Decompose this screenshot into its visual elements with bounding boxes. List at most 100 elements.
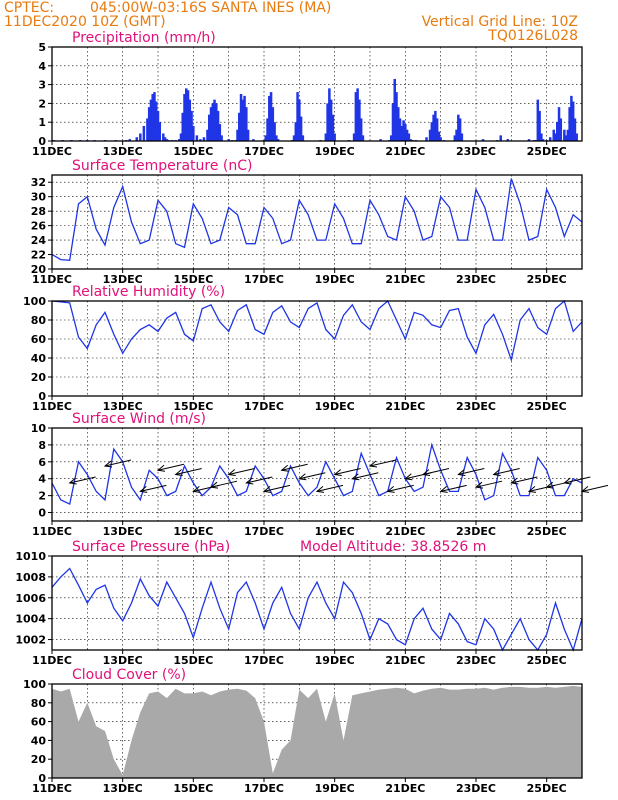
precip-bar [432,114,435,141]
precip-bar [527,139,531,141]
x-tick-label: 21DEC [385,654,425,667]
wind-arrow [209,480,238,489]
precip-bar [146,118,149,141]
model-altitude-annotation: Model Altitude: 38.8526 m [300,539,486,555]
precip-bar [213,99,216,141]
wind-arrow-shaft [387,484,414,492]
y-tick-label: 4 [38,473,46,486]
x-tick-label: 19DEC [315,654,355,667]
y-tick-label: 100 [23,678,46,691]
panel-title: Surface Temperature (nC) [72,158,253,174]
precip-bar [455,129,458,141]
panel-4: 0 2 4 6 8 10 11DEC 13DEC 15DEC 17DEC 19DEC 21DEC 23D… [31,411,609,538]
wind-arrow-head [103,460,113,468]
precip-bar [245,107,248,141]
wind-arrow-shaft [352,472,379,480]
precip-bar [177,139,181,141]
precip-bar [294,122,298,141]
x-tick-label: 25DEC [527,654,567,667]
precip-bar [239,94,243,141]
precip-bar [275,135,278,141]
wind-arrow-head [156,464,166,472]
precip-bar [271,107,275,141]
wind-arrow-head [474,481,484,489]
wind-arrow-shaft [69,476,96,484]
precip-bar [147,107,151,141]
precip-bar [391,103,395,141]
precip-bar [185,88,188,141]
y-tick-label: 20 [31,263,47,276]
precip-bar [434,110,437,141]
x-tick-label: 19DEC [315,273,355,286]
wind-arrow-head [333,469,342,476]
y-tick-label: 1 [38,116,46,129]
x-tick-label: 11DEC [32,400,72,413]
x-tick-label: 25DEC [527,525,567,538]
precip-bar [328,88,331,141]
wind-arrow [227,468,255,476]
y-tick-label: 1002 [15,634,46,647]
precip-bar [299,116,303,141]
wind-arrow-head [298,473,307,481]
precip-bar [457,114,460,141]
precip-bar [398,118,402,141]
wind-arrow-head [245,477,254,485]
y-tick-label: 8 [38,439,46,452]
panel-frame [51,683,583,779]
panel-title: Surface Pressure (hPa) [72,539,230,555]
wind-arrow [280,463,308,472]
precip-bar [206,129,209,141]
wind-arrow-head [68,477,77,485]
precip-bar [556,122,559,141]
wind-arrow [563,476,591,485]
wind-arrow-head [510,477,519,485]
precip-bar [439,137,442,141]
precip-bar [358,99,361,141]
y-tick-label: 0 [38,772,46,785]
wind-arrow [580,484,609,493]
precip-bar [557,107,561,141]
precip-bar [333,133,336,141]
wind-arrow [245,476,273,485]
series-line [51,442,583,506]
precip-bar [481,139,485,141]
precip-bar [453,135,457,141]
wind-arrow-shaft [175,468,202,475]
precip-bar [268,95,271,141]
precip-bar [379,139,382,141]
precip-bar [301,135,305,141]
wind-arrow-shaft [334,468,361,475]
wind-arrow [262,484,291,493]
precip-bar [326,103,329,141]
wind-arrow-shaft [316,484,344,492]
precip-bar [296,92,299,141]
precip-bar [499,135,502,141]
wind-arrow [510,476,538,485]
y-tick-label: 10 [31,422,47,435]
wind-arrow [333,468,361,476]
precip-bar [273,122,276,141]
x-tick-label: 19DEC [315,145,355,158]
precip-bar [407,133,411,141]
x-tick-label: 17DEC [244,273,284,286]
precip-bar [571,101,575,141]
wind-arrow-shaft [511,476,538,484]
wind-arrow-head [262,486,272,493]
wind-arrow-shaft [246,476,273,484]
x-tick-label: 21DEC [385,145,425,158]
precip-bar [151,94,154,141]
precip-bar [400,125,404,141]
x-tick-label: 17DEC [244,782,284,795]
y-tick-label: 60 [31,333,47,346]
precip-bar [324,133,328,141]
precip-bar [211,103,215,141]
x-tick-label: 15DEC [173,525,213,538]
wind-arrow [368,459,397,468]
precip-bar [541,139,545,141]
wind-arrow-head [580,486,590,493]
header-run-code: TQ0126L028 [487,28,578,44]
precip-bar [183,94,186,141]
cloud-cover-area [52,685,582,778]
header-grid-note: Vertical Grid Line: 10Z [422,14,578,30]
precip-bar [139,133,142,141]
